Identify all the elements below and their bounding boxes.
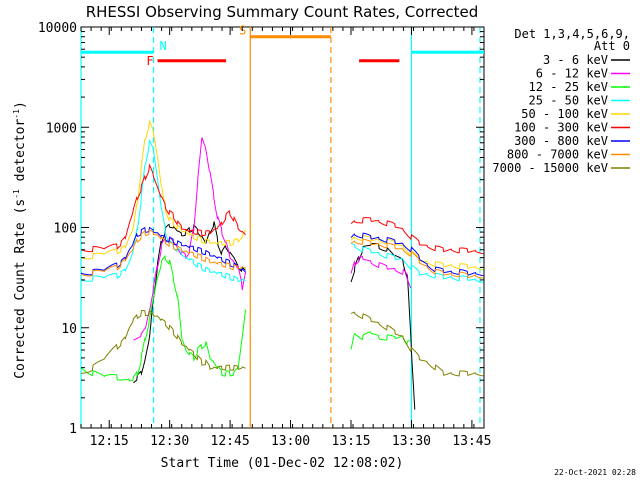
legend-entry-label: 300 - 800 keV xyxy=(514,134,608,148)
state-label-f: F xyxy=(146,54,153,68)
y-tick-label: 100 xyxy=(54,222,77,237)
y-tick-label: 10 xyxy=(61,322,77,337)
y-tick-label: 10000 xyxy=(38,21,77,36)
state-label-n: N xyxy=(160,39,167,53)
legend-header-2: Att 0 xyxy=(594,39,630,53)
series-lines xyxy=(81,121,483,410)
x-tick-label: 12:15 xyxy=(90,434,129,449)
series-line-1 xyxy=(351,257,411,288)
legend-entry-label: 3 - 6 keV xyxy=(543,53,608,67)
legend-entry-label: 800 - 7000 keV xyxy=(507,148,608,162)
series-line-8 xyxy=(81,311,246,374)
x-tick-label: 13:45 xyxy=(452,434,491,449)
x-tick-label: 13:00 xyxy=(271,434,310,449)
series-line-0 xyxy=(133,221,245,382)
chart-title: RHESSI Observing Summary Count Rates, Co… xyxy=(86,3,479,21)
x-tick-label: 12:30 xyxy=(150,434,189,449)
legend-entry-label: 100 - 300 keV xyxy=(514,121,608,135)
x-tick-label: 13:15 xyxy=(331,434,370,449)
plot-border xyxy=(81,27,484,428)
series-line-2 xyxy=(81,256,246,381)
y-tick-label: 1000 xyxy=(46,121,77,136)
series-line-0 xyxy=(351,244,415,410)
legend-entry-label: 6 - 12 keV xyxy=(536,67,608,81)
x-tick-label: 12:45 xyxy=(211,434,250,449)
series-line-2 xyxy=(351,332,411,350)
legend-entry-label: 25 - 50 keV xyxy=(529,94,608,108)
series-line-7 xyxy=(351,239,483,278)
series-line-8 xyxy=(351,312,483,376)
vertical-markers xyxy=(81,27,480,428)
series-line-6 xyxy=(81,228,246,275)
series-line-1 xyxy=(133,138,245,340)
legend-entry-label: 12 - 25 keV xyxy=(529,80,608,94)
x-tick-label: 13:30 xyxy=(392,434,431,449)
x-axis-label: Start Time (01-Dec-02 12:08:02) xyxy=(161,456,404,471)
axis-ticks: 12:15 12:30 12:45 13:00 13:15 13:30 13:45 1 10 10… xyxy=(38,21,492,449)
timestamp: 22-Oct-2021 02:28 xyxy=(554,468,636,477)
plot-frame xyxy=(81,27,484,428)
legend-entry-label: 7000 - 15000 keV xyxy=(492,161,608,175)
series-line-3 xyxy=(81,141,246,282)
y-tick-label: 1 xyxy=(69,422,77,437)
legend-entry-label: 50 - 100 keV xyxy=(521,107,608,121)
y-axis-label: Corrected Count Rate (s-1 detector-1) xyxy=(12,101,28,379)
